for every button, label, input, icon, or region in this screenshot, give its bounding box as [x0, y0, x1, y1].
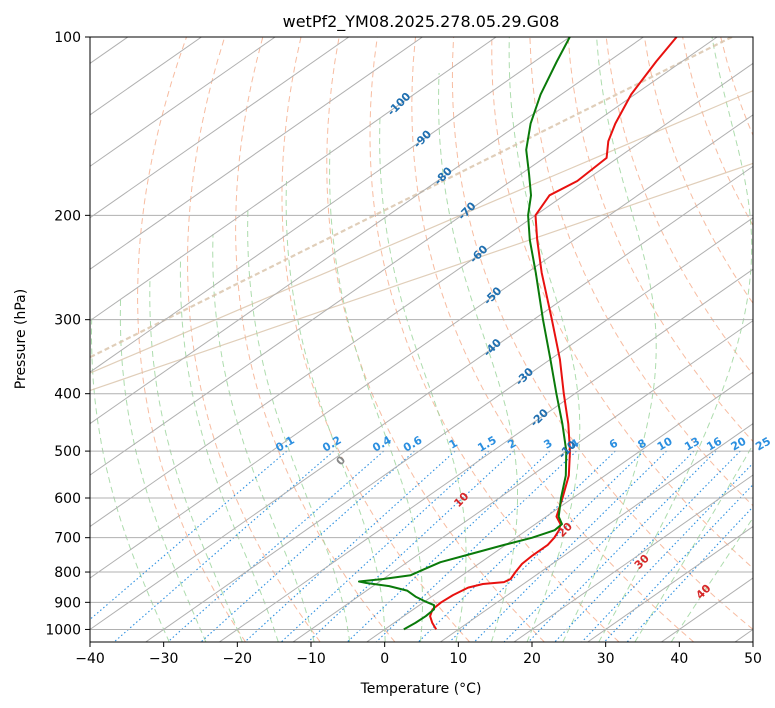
x-tick-label: 0 — [380, 651, 389, 667]
y-tick-label: 1000 — [45, 622, 81, 638]
isotherm-line — [90, 114, 753, 579]
x-tick-label: −20 — [223, 651, 253, 667]
isotherm-line — [366, 371, 753, 642]
mixing-ratio-line — [280, 450, 490, 642]
y-tick-label: 800 — [54, 565, 81, 581]
moist-adiabat-line — [670, 516, 753, 642]
x-tick-label: 50 — [744, 651, 762, 667]
x-tick-label: −30 — [149, 651, 179, 667]
y-tick-label: 500 — [54, 444, 81, 460]
x-axis: −40 −30 −20 −10 0 10 20 30 40 50 — [75, 642, 762, 667]
isotherm-line — [145, 217, 753, 642]
y-axis: 100 200 300 400 500 600 700 800 900 1000 — [45, 30, 90, 638]
isotherm-line — [90, 37, 497, 322]
moist-adiabat-line — [149, 277, 243, 642]
isotherm-line — [513, 474, 753, 642]
x-tick-label: 40 — [670, 651, 688, 667]
mixing-ratio-line — [581, 462, 753, 642]
isotherm-line — [90, 37, 718, 476]
dry-adiabat-line — [491, 37, 753, 569]
chart-title: wetPf2_YM08.2025.278.05.29.G08 — [283, 12, 560, 32]
moist-adiabat-line — [508, 37, 581, 642]
mixing-ratio-line — [503, 450, 695, 642]
tan-curve — [90, 37, 733, 359]
mixing-ratio-line — [346, 450, 551, 642]
mixing-ratio-lines — [90, 450, 753, 642]
mixing-ratio-line — [244, 450, 456, 642]
isotherm-line — [292, 320, 753, 642]
x-tick-label: −40 — [75, 651, 105, 667]
dewpoint-line — [358, 37, 571, 631]
mixing-ratio-line — [113, 450, 335, 642]
mixing-ratio-line — [527, 450, 717, 642]
dry-adiabat-line — [137, 37, 246, 642]
dry-adiabat-line — [187, 37, 321, 642]
dry-adiabat-line — [326, 37, 545, 642]
isotherm-line — [90, 165, 753, 631]
moist-adiabat-line — [634, 443, 753, 642]
isotherm-line — [90, 37, 644, 425]
tan-curve — [90, 90, 753, 374]
y-tick-label: 900 — [54, 595, 81, 611]
plot-frame — [89, 36, 754, 643]
isotherm-line — [219, 268, 753, 642]
mixing-ratio-line — [449, 450, 645, 642]
isotherm-line — [90, 37, 350, 219]
dry-adiabats — [137, 37, 753, 642]
mixing-ratio-line — [307, 450, 515, 642]
isotherm-line — [587, 525, 753, 642]
x-tick-label: 30 — [597, 651, 615, 667]
dry-adiabat-line — [451, 37, 753, 631]
y-axis-label: Pressure (hPa) — [13, 289, 29, 389]
tan-curve — [90, 162, 753, 392]
moist-adiabat-line — [329, 149, 423, 642]
mixing-ratio-line — [90, 450, 288, 621]
mixing-ratio-line — [603, 483, 753, 642]
mixing-ratio-label: 30 — [774, 434, 775, 453]
x-tick-label: −10 — [296, 651, 326, 667]
dry-adiabat-line — [567, 37, 753, 443]
y-tick-label: 200 — [54, 208, 81, 224]
mixing-ratio-line — [554, 450, 741, 642]
moist-adiabats — [91, 37, 753, 642]
mixing-ratio-line — [167, 450, 385, 642]
y-tick-label: 700 — [54, 531, 81, 547]
mixing-ratio-line — [200, 450, 415, 642]
moist-adiabat-line — [598, 37, 753, 642]
moist-adiabat-line — [247, 208, 351, 642]
isotherm-line — [440, 422, 753, 642]
dry-adiabat-line — [281, 37, 470, 642]
dry-adiabat-line — [369, 37, 620, 642]
moist-adiabat-line — [179, 256, 279, 642]
x-tick-label: 10 — [449, 651, 467, 667]
isotherm-line — [90, 62, 753, 528]
moist-adiabat-line — [437, 72, 518, 642]
tan-curves — [90, 37, 753, 392]
x-axis-label: Temperature (°C) — [360, 681, 482, 697]
isotherm-gridlines — [90, 37, 753, 642]
y-tick-label: 400 — [54, 387, 81, 403]
moist-adiabat-line — [379, 114, 467, 642]
isotherm-line — [90, 37, 276, 167]
isotherm-line — [90, 37, 571, 373]
moist-adiabat-line — [91, 315, 170, 642]
y-tick-label: 600 — [54, 491, 81, 507]
y-tick-label: 100 — [54, 30, 81, 46]
mixing-ratio-line — [418, 450, 616, 642]
x-tick-label: 20 — [523, 651, 541, 667]
moist-adiabat-line — [212, 233, 315, 642]
plot-area — [90, 37, 753, 642]
isotherm-line — [90, 37, 423, 270]
sounding-series — [358, 37, 678, 631]
y-tick-label: 300 — [54, 313, 81, 329]
moist-adiabat-line — [285, 180, 386, 642]
isobar-gridlines — [90, 37, 753, 630]
